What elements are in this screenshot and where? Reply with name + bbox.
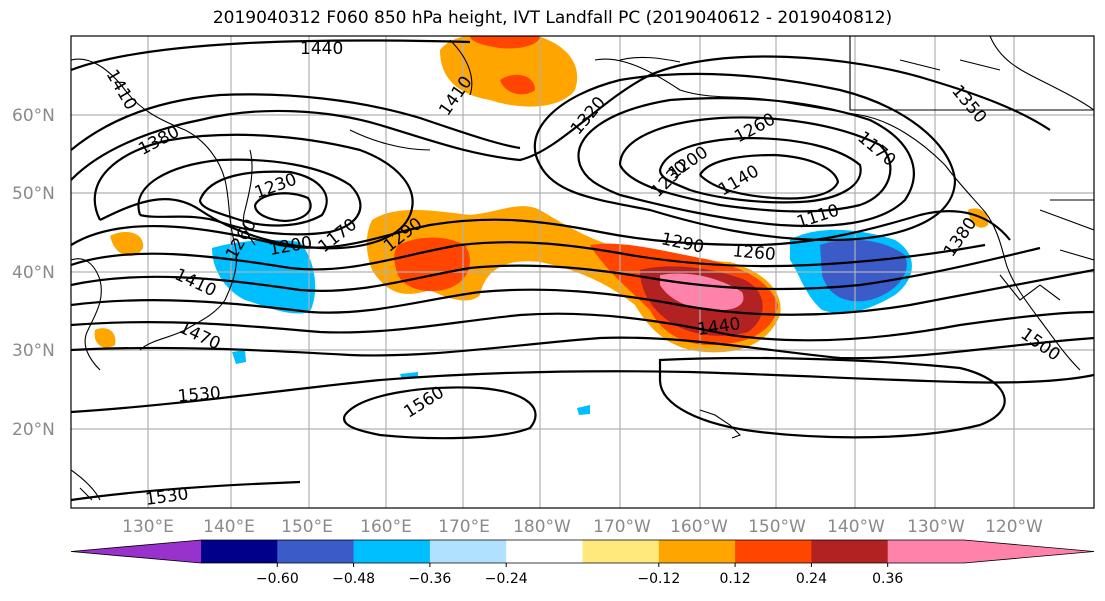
lon-label: 150°W [748,517,806,537]
lat-label: 50°N [12,184,55,204]
map-border [70,35,1095,509]
lat-label: 60°N [12,106,55,126]
colorbar-tick-label: 0.24 [796,571,827,587]
colorbar-segment [506,540,583,563]
lon-label: 170°E [438,517,490,537]
colorbar-tick-label: −0.24 [485,571,528,587]
colorbar-segment [887,540,965,563]
colorbar-tick-label: 0.36 [872,571,903,587]
lat-label: 30°N [12,341,55,361]
colorbar-tick-label: −0.36 [408,571,451,587]
colorbar-tick-label: −0.48 [332,571,375,587]
colorbar-segment [353,540,431,563]
lon-label: 120°W [985,517,1043,537]
lon-label: 140°E [203,517,255,537]
contour-label: 1530 [144,484,190,510]
lat-label: 40°N [12,263,55,283]
lon-label: 130°W [907,517,965,537]
colorbar-extend-high [964,540,1094,563]
contour-label: 1530 [177,383,222,407]
height-contours [71,39,1094,502]
colorbar-outline [70,539,1095,564]
lon-label: 170°W [593,517,651,537]
colorbar-segment [277,540,355,563]
lon-label: 160°E [360,517,412,537]
colorbar-segment [201,540,278,563]
colorbar-tick-label: 0.12 [720,571,751,587]
lon-label: 160°W [670,517,728,537]
colorbar-segment [658,540,736,563]
colorbar-tick-label: −0.60 [256,571,299,587]
contour-label: 1260 [732,241,777,265]
lat-label: 20°N [12,420,55,440]
lon-label: 180°W [513,517,571,537]
colorbar-segment [429,540,507,563]
lon-label: 140°W [827,517,885,537]
colorbar-extend-low [71,540,201,563]
coastlines [71,36,1094,501]
lon-label: 130°E [122,517,174,537]
colorbar-segment [735,540,812,563]
colorbar-tick-label: −0.12 [637,571,680,587]
contour-label: 1440 [300,39,343,59]
map-area: 1440 1410 1380 1230 1200 1170 1260 1290 … [71,36,1094,510]
map-title: 2019040312 F060 850 hPa height, IVT Land… [212,8,893,28]
lon-label: 150°E [281,517,333,537]
latitude-labels: 60°N 50°N 40°N 30°N 20°N [12,106,55,440]
colorbar: −0.60 −0.48 −0.36 −0.24 −0.12 0.12 0.24 0.36 [70,539,1095,587]
longitude-labels: 130°E 140°E 150°E 160°E 170°E 180°W 170°… [122,517,1043,537]
ivt-shading [94,36,989,415]
colorbar-segment [811,540,889,563]
colorbar-segment [582,540,660,563]
